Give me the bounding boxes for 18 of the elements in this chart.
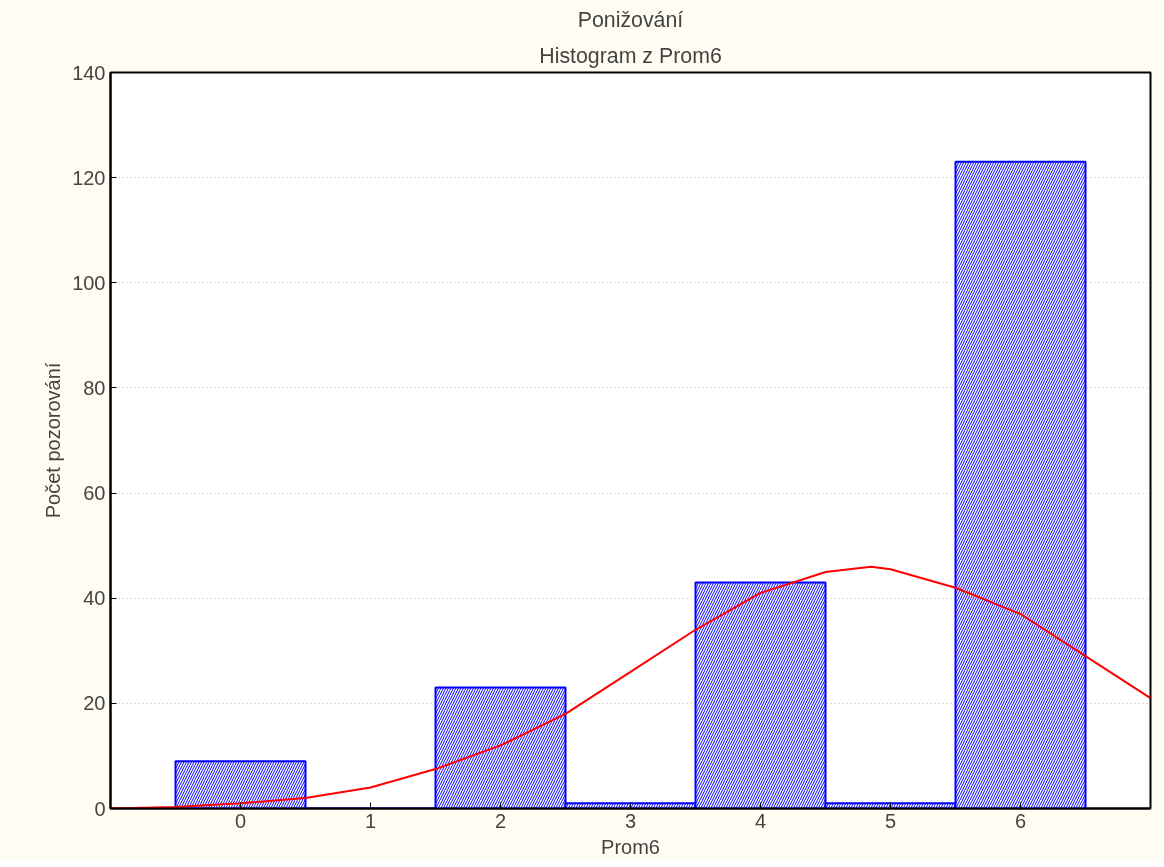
x-tick-label: 5 xyxy=(884,809,897,832)
y-axis-title: Počet pozorování xyxy=(42,362,65,519)
y-tick-label: 120 xyxy=(72,166,106,189)
x-tick-label: 3 xyxy=(624,809,637,832)
y-tick-label: 60 xyxy=(83,482,106,505)
x-axis-title: Prom6 xyxy=(601,835,660,858)
y-tick-label: 80 xyxy=(83,376,106,399)
x-tick-label: 0 xyxy=(234,809,247,832)
chart-title: Ponižování xyxy=(577,7,684,32)
x-tick-label: 6 xyxy=(1014,809,1027,832)
chart-subtitle: Histogram z Prom6 xyxy=(539,43,722,68)
x-tick-label: 2 xyxy=(494,809,507,832)
y-tick-label: 100 xyxy=(72,271,106,294)
y-tick-label: 140 xyxy=(72,61,106,84)
y-tick-label: 40 xyxy=(83,587,106,610)
y-tick-label: 20 xyxy=(83,692,106,715)
x-tick-label: 1 xyxy=(364,809,377,832)
x-tick-label: 4 xyxy=(754,809,767,832)
